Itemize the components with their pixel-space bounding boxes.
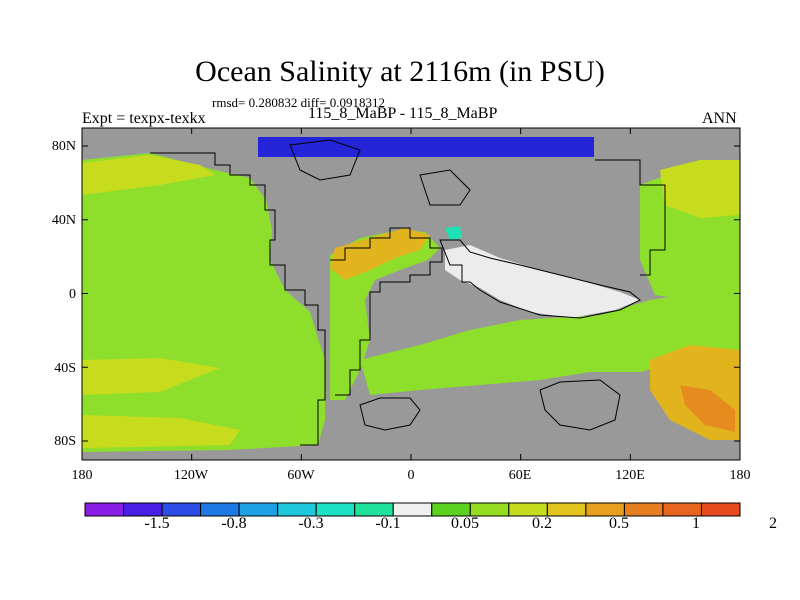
lon-label-180w: 180: [71, 468, 93, 483]
east-edge-high: [660, 160, 740, 218]
lon-label-0: 0: [407, 468, 415, 483]
lat-label-40s: 40S: [54, 361, 76, 376]
south-pacific-band-lower: [82, 415, 240, 448]
negative-patch: [445, 226, 462, 240]
lon-label-180e: 180: [729, 468, 751, 483]
colorbar-label: 2: [769, 515, 777, 532]
colorbar-label: 0.5: [609, 515, 629, 532]
lat-label-80s: 80S: [54, 434, 76, 449]
lat-label-0: 0: [69, 287, 76, 302]
case-label: 115_8_MaBP - 115_8_MaBP: [308, 105, 498, 122]
map-title: Ocean Salinity at 2116m (in PSU): [195, 55, 605, 88]
indian-ocean-near-zero: [445, 245, 640, 318]
southern-ocean-band: [360, 290, 740, 395]
experiment-label: Expt = texpx-texkx: [82, 110, 206, 127]
east-edge-south-max: [680, 385, 735, 432]
stats-label: rmsd= 0.280832 diff= 0.0918312: [212, 95, 385, 110]
south-pacific-band: [82, 358, 220, 395]
north-pacific-band: [82, 155, 215, 195]
colorbar-label: 0.05: [451, 515, 479, 532]
colorbar-label: 0.2: [532, 515, 552, 532]
colorbar-label: -0.8: [221, 515, 247, 532]
colorbar-label: 1: [692, 515, 700, 532]
arctic-negative-band: [258, 137, 594, 157]
colorbar-swatch: [84, 502, 125, 517]
lon-label-120w: 120W: [173, 468, 209, 483]
lon-label-60w: 60W: [287, 468, 315, 483]
lat-label-40n: 40N: [51, 213, 76, 228]
colorbar-label: -0.3: [298, 515, 324, 532]
season-label: ANN: [702, 110, 737, 127]
lat-label-80n: 80N: [51, 139, 76, 154]
axis-ticks: [81, 128, 741, 460]
north-atlantic-high: [330, 228, 430, 280]
coastlines: [150, 139, 666, 446]
lon-label-60e: 60E: [508, 468, 532, 483]
colorbar-label: -1.5: [144, 515, 170, 532]
colorbar-swatch: [700, 502, 741, 517]
lon-label-120e: 120E: [615, 468, 645, 483]
colorbar-label: -0.1: [375, 515, 401, 532]
